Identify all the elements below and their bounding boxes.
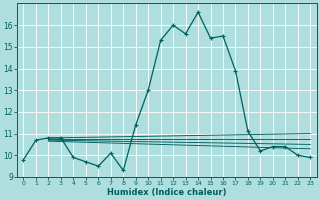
X-axis label: Humidex (Indice chaleur): Humidex (Indice chaleur) (107, 188, 227, 197)
